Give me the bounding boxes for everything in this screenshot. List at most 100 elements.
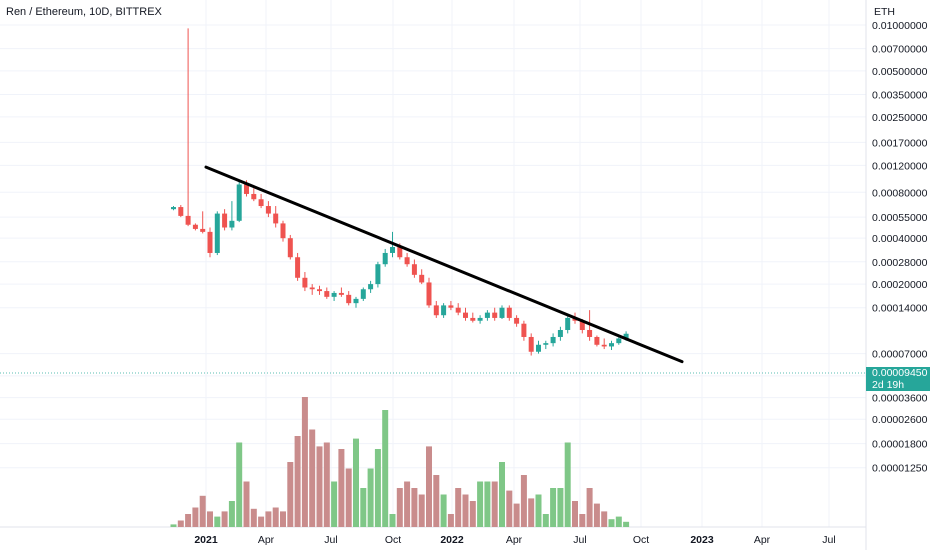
candle-body — [463, 312, 468, 318]
volume-bar — [214, 516, 221, 527]
candle-body — [287, 238, 293, 258]
volume-bar — [258, 516, 265, 527]
candle — [295, 252, 301, 281]
candle — [368, 280, 374, 293]
candle-body — [579, 320, 585, 330]
volume-bar — [564, 442, 571, 527]
candle-body — [317, 289, 322, 292]
volume-bar — [426, 446, 432, 527]
candle — [463, 307, 468, 321]
volume-bar — [323, 442, 330, 527]
volume-bar — [280, 511, 286, 527]
price-tick-label: 0.00250000 — [872, 112, 928, 124]
time-tick-label: Apr — [258, 534, 275, 546]
candle — [441, 303, 447, 318]
candle-body — [214, 213, 220, 253]
time-tick-label: Jul — [822, 534, 835, 546]
candle-body — [324, 291, 330, 297]
candle — [492, 307, 498, 321]
candle-body — [441, 305, 447, 316]
candle-body — [265, 206, 271, 214]
volume-bar — [331, 481, 338, 527]
volume-bar — [535, 494, 542, 527]
volume-bar — [506, 490, 513, 527]
candle — [433, 300, 439, 318]
candle-body — [375, 264, 381, 285]
candle-body — [448, 305, 454, 308]
time-tick-label: Apr — [754, 534, 771, 546]
candle-body — [251, 193, 257, 200]
candle — [514, 315, 520, 327]
candle-body — [499, 307, 505, 318]
volume-bar — [185, 514, 192, 527]
candle-body — [338, 292, 344, 295]
candle — [616, 336, 622, 345]
price-tick-label: 0.00007000 — [872, 349, 928, 361]
candle — [536, 340, 541, 354]
axis-unit-label: ETH — [874, 6, 895, 18]
volume-bar — [265, 511, 272, 527]
time-axis[interactable]: 2021 Apr Jul Oct 2022 Apr Jul Oct 2023 Apr Jul — [194, 534, 835, 546]
price-tick-label: 0.00001250 — [872, 463, 928, 475]
time-tick-label: Apr — [506, 534, 523, 546]
volume-bar — [499, 462, 505, 527]
candle-body — [477, 317, 483, 321]
volume-bar — [557, 488, 564, 527]
candle — [309, 284, 315, 295]
volume-bar — [462, 494, 469, 527]
candle-body — [346, 294, 352, 304]
candle — [382, 248, 388, 267]
price-axis[interactable]: 0.01000000 0.00700000 0.00500000 0.00350000… — [872, 20, 928, 475]
candle-body — [616, 338, 622, 344]
candle — [499, 305, 505, 320]
candle-body — [536, 344, 541, 352]
volume-bar — [309, 429, 316, 527]
candle-body — [455, 307, 461, 313]
volume-bar — [411, 488, 418, 527]
gridlines — [0, 0, 866, 527]
candle-body — [514, 317, 520, 324]
volume-bar — [228, 501, 235, 527]
trendline[interactable] — [204, 165, 684, 364]
candle-body — [192, 224, 198, 229]
volume-bar — [477, 481, 484, 527]
candle — [280, 220, 286, 242]
volume-bar — [177, 520, 184, 527]
volume-bar — [418, 494, 425, 527]
candle-body — [229, 220, 235, 228]
candle — [484, 310, 490, 321]
candle-body — [280, 223, 286, 239]
candle — [258, 193, 264, 209]
price-tick-label: 0.00002600 — [872, 414, 928, 426]
candle — [214, 211, 220, 256]
price-tick-label: 0.00350000 — [872, 90, 928, 102]
volume-bar — [243, 481, 250, 527]
candle — [360, 287, 366, 301]
candle-body — [171, 207, 176, 210]
price-tick-label: 0.00080000 — [872, 187, 928, 199]
candle-body — [594, 336, 600, 345]
candle — [455, 303, 461, 316]
volume-bar — [542, 514, 549, 527]
candle-body — [368, 284, 374, 290]
volume-bar — [491, 481, 498, 527]
candle-body — [390, 247, 395, 253]
volume-bar — [601, 511, 608, 527]
volume-bar — [301, 397, 308, 527]
candle — [317, 285, 322, 295]
volume-bar — [382, 410, 389, 527]
volume-bar — [550, 488, 557, 527]
candle — [207, 227, 213, 258]
candle-body — [623, 333, 629, 339]
candle — [273, 206, 279, 228]
bar-countdown: 2d 19h — [872, 379, 905, 391]
candle-body — [302, 277, 308, 288]
volume-bar — [316, 446, 323, 527]
candle-body — [506, 307, 512, 318]
volume-bar — [572, 501, 578, 527]
candle — [331, 291, 337, 301]
time-tick-label: Oct — [633, 534, 649, 546]
candle-body — [521, 323, 527, 337]
candle — [506, 305, 512, 321]
